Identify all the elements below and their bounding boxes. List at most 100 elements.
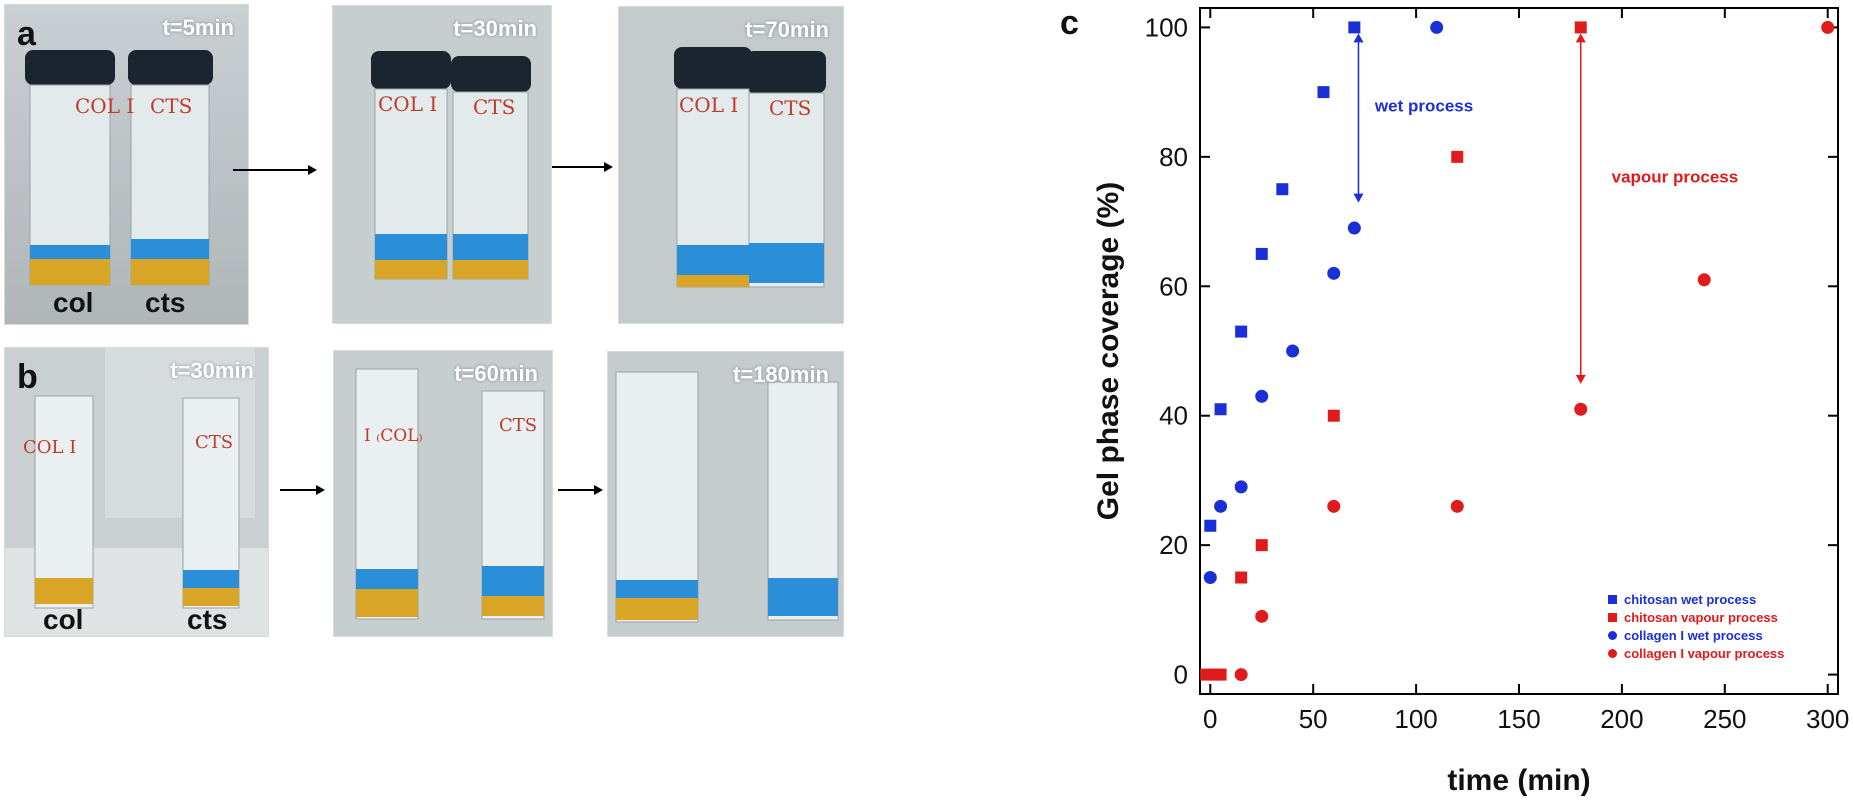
data-point bbox=[1327, 409, 1340, 422]
data-point bbox=[1255, 389, 1269, 403]
panel-letter-c: c bbox=[1060, 4, 1079, 42]
handwriting-cts: CTS bbox=[150, 94, 192, 118]
time-label: t=60min bbox=[454, 361, 538, 386]
legend-marker bbox=[1608, 613, 1617, 622]
handwriting-col: COL I bbox=[75, 94, 134, 118]
data-point bbox=[1276, 183, 1289, 196]
handwriting-cts: CTS bbox=[499, 415, 537, 436]
arrow-right-icon bbox=[558, 485, 603, 495]
photo-b3: t=180min bbox=[607, 351, 844, 637]
time-label: t=70min bbox=[745, 17, 829, 42]
series-chitosan-vapour-process bbox=[1200, 21, 1587, 681]
data-point bbox=[1235, 325, 1248, 338]
data-point bbox=[1204, 519, 1217, 532]
time-label: t=30min bbox=[170, 358, 254, 383]
legend-marker bbox=[1608, 631, 1617, 640]
arrowhead-down-icon bbox=[1353, 193, 1364, 203]
gel-coverage-chart: 0 50 100 150 200 250 300 0 20 40 60 80 100 wet proce… bbox=[1060, 4, 1849, 797]
y-tick-label: 20 bbox=[1159, 530, 1188, 560]
y-tick-label: 40 bbox=[1159, 401, 1188, 431]
vial-label-cts: cts bbox=[145, 287, 186, 318]
data-point bbox=[1574, 21, 1587, 34]
x-tick-label: 300 bbox=[1806, 704, 1849, 734]
data-point bbox=[1327, 499, 1341, 513]
handwriting-col: I ₍COL₎ bbox=[364, 426, 423, 446]
arrow-right-icon bbox=[233, 165, 317, 175]
x-tick-label: 50 bbox=[1299, 704, 1328, 734]
arrow-right-icon bbox=[280, 485, 325, 495]
data-point bbox=[1347, 221, 1361, 235]
arrowhead-down-icon bbox=[1575, 374, 1586, 384]
data-point bbox=[1234, 480, 1248, 494]
handwriting-col: COL I bbox=[23, 437, 76, 458]
data-point bbox=[1203, 571, 1217, 585]
vial-label-cts: cts bbox=[187, 604, 228, 635]
y-axis-label: Gel phase coverage (%) bbox=[1092, 182, 1125, 520]
x-tick-label: 250 bbox=[1703, 704, 1746, 734]
data-point bbox=[1234, 668, 1248, 682]
x-tick-label: 150 bbox=[1497, 704, 1540, 734]
y-tick-label: 100 bbox=[1145, 12, 1188, 42]
annotation-label: wet process bbox=[1374, 97, 1473, 116]
data-point bbox=[1574, 402, 1588, 416]
y-tick-label: 80 bbox=[1159, 142, 1188, 172]
time-label: t=5min bbox=[162, 15, 234, 40]
handwriting-cts: CTS bbox=[473, 95, 515, 119]
data-point bbox=[1214, 668, 1227, 681]
arrowhead-up-icon bbox=[1575, 33, 1586, 43]
handwriting-col: COL I bbox=[378, 92, 437, 116]
data-point bbox=[1255, 247, 1268, 260]
vials-b3-image bbox=[608, 352, 843, 636]
legend-marker bbox=[1608, 649, 1617, 658]
data-point bbox=[1255, 609, 1269, 623]
data-point bbox=[1450, 499, 1464, 513]
x-tick-label: 200 bbox=[1600, 704, 1643, 734]
time-label: t=30min bbox=[453, 16, 537, 41]
photo-a3: COL I CTS t=70min bbox=[618, 6, 844, 324]
vials-b1-image: COL I CTS bbox=[5, 348, 268, 636]
vials-a1-image: COL I CTS bbox=[5, 5, 248, 324]
legend-entry: chitosan vapour process bbox=[1624, 610, 1778, 625]
series-collagen-I-vapour-process bbox=[1234, 20, 1835, 682]
legend-entry: chitosan wet process bbox=[1624, 592, 1756, 607]
data-point bbox=[1317, 86, 1330, 99]
photo-a1: COL I CTS a t=5min col cts bbox=[4, 4, 249, 325]
photo-b1: COL I CTS b t=30min col cts bbox=[4, 347, 269, 637]
legend: chitosan wet process chitosan vapour proc… bbox=[1608, 592, 1784, 661]
handwriting-col: COL I bbox=[679, 93, 738, 117]
vial-label-col: col bbox=[53, 287, 94, 318]
legend-entry: collagen I vapour process bbox=[1624, 646, 1784, 661]
vials-a2-image: COL I CTS bbox=[333, 6, 551, 323]
data-point bbox=[1214, 499, 1228, 513]
y-tick-label: 60 bbox=[1159, 271, 1188, 301]
data-point bbox=[1255, 539, 1268, 552]
handwriting-cts: CTS bbox=[769, 96, 811, 120]
annotations: wet process vapour process bbox=[1353, 33, 1739, 384]
x-tick-label: 0 bbox=[1203, 704, 1217, 734]
series-collagen-I-wet-process bbox=[1203, 20, 1444, 585]
handwriting-cts: CTS bbox=[195, 432, 233, 453]
x-tick-label: 100 bbox=[1394, 704, 1437, 734]
arrow-right-icon bbox=[552, 162, 613, 172]
arrowhead-up-icon bbox=[1353, 33, 1364, 43]
data-point bbox=[1821, 20, 1835, 34]
legend-marker bbox=[1608, 595, 1617, 604]
y-tick-label: 0 bbox=[1174, 660, 1188, 690]
data-point bbox=[1327, 266, 1341, 280]
data-point bbox=[1430, 20, 1444, 34]
vials-a3-image: COL I CTS bbox=[619, 7, 843, 323]
vials-b2-image: I ₍COL₎ CTS bbox=[334, 351, 552, 636]
data-point bbox=[1286, 344, 1300, 358]
data-point bbox=[1214, 403, 1227, 416]
data-point bbox=[1697, 273, 1711, 287]
data-point bbox=[1348, 21, 1361, 34]
data-marks bbox=[1200, 20, 1835, 682]
x-axis-label: time (min) bbox=[1447, 764, 1590, 797]
panel-letter-a: a bbox=[17, 15, 36, 53]
data-point bbox=[1235, 571, 1248, 584]
photo-a2: COL I CTS t=30min bbox=[332, 5, 552, 324]
photo-b2: I ₍COL₎ CTS t=60min bbox=[333, 350, 553, 637]
time-label: t=180min bbox=[733, 362, 829, 387]
annotation-label: vapour process bbox=[1612, 168, 1739, 187]
series-chitosan-wet-process bbox=[1204, 21, 1361, 532]
